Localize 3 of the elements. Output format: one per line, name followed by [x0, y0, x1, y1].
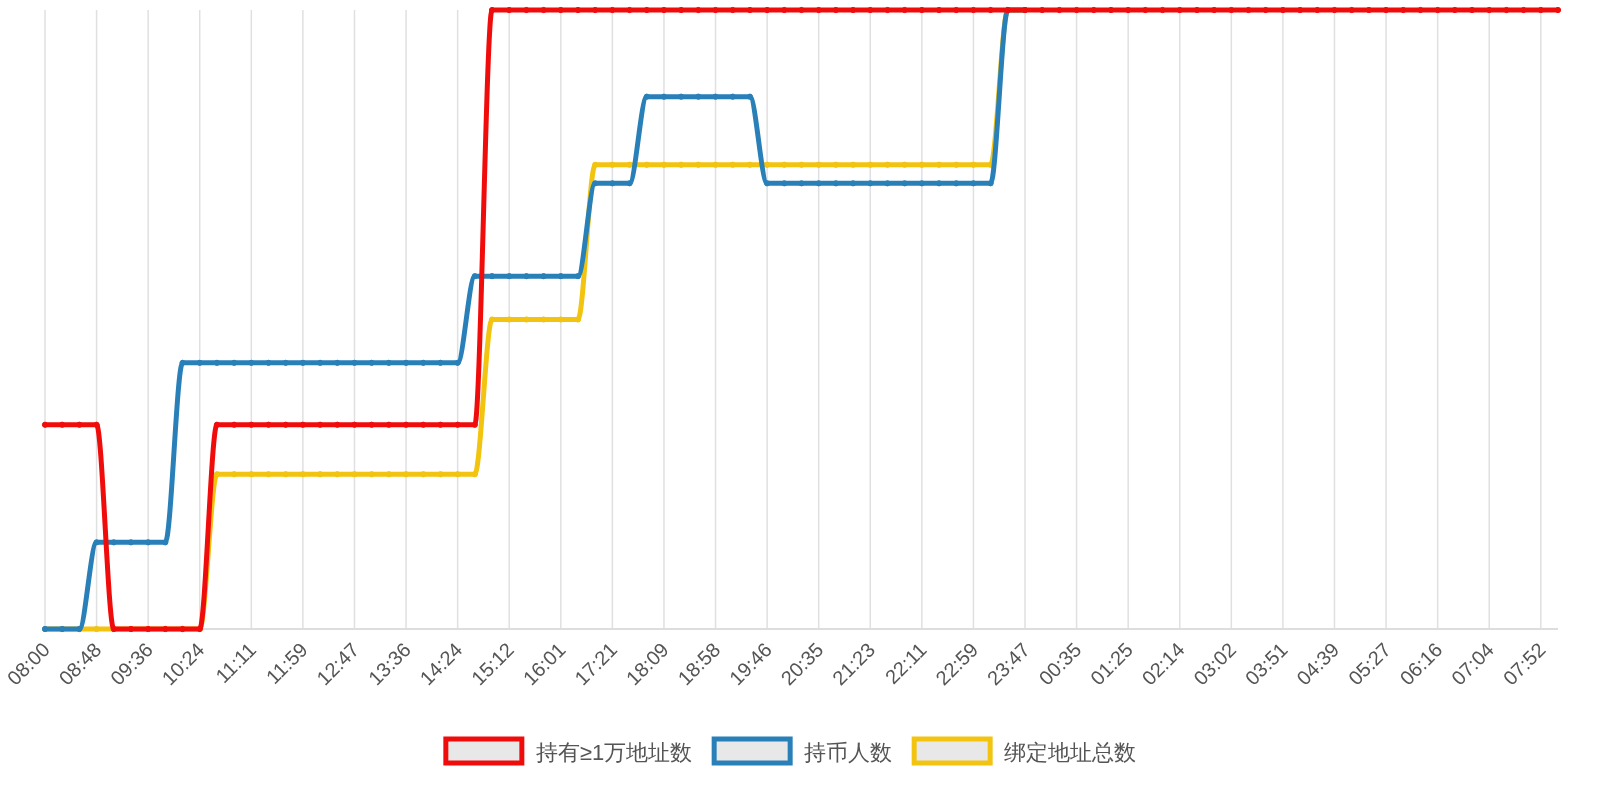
legend-label: 绑定地址总数 [1004, 740, 1137, 765]
legend-label: 持币人数 [804, 740, 893, 765]
legend-label: 持有≥1万地址数 [535, 740, 693, 765]
